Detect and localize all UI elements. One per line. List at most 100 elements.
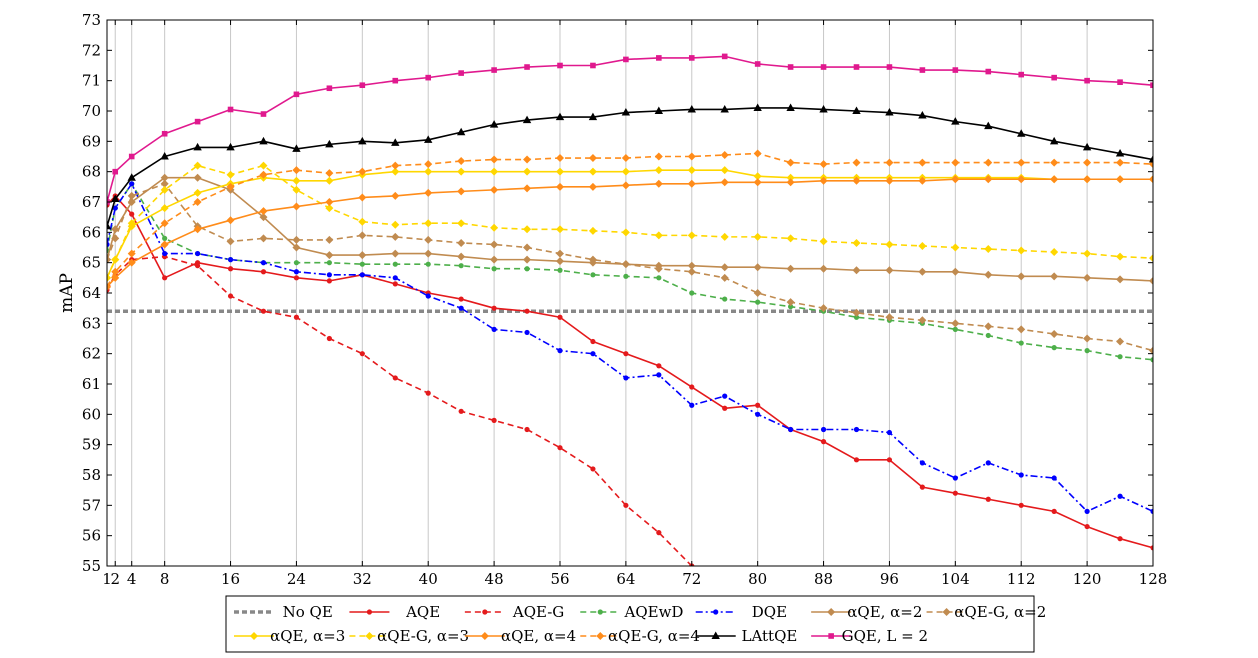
data-point	[786, 264, 795, 273]
data-point	[366, 609, 373, 615]
data-point	[984, 322, 993, 331]
data-point	[1115, 148, 1125, 157]
data-point	[786, 103, 795, 111]
data-point	[1017, 272, 1026, 281]
x-tick-label: 120	[1073, 570, 1102, 588]
data-point	[623, 375, 629, 381]
data-point	[623, 273, 629, 279]
data-point	[392, 261, 398, 267]
series-path	[107, 178, 1153, 288]
data-point	[596, 632, 605, 640]
series-path	[107, 164, 1153, 279]
y-tick-label: 55	[82, 557, 101, 575]
legend: No QE AQE AQE-G AQEwD DQE αQE, α=2 αQE-G, α=2 α…	[225, 595, 1046, 653]
data-point	[457, 238, 466, 247]
data-point	[524, 426, 530, 433]
data-point	[687, 104, 696, 113]
data-point	[1150, 357, 1153, 363]
data-point	[654, 264, 663, 273]
data-point	[112, 205, 118, 211]
data-point	[359, 261, 365, 267]
data-point	[942, 608, 951, 616]
data-point	[786, 298, 795, 307]
data-point	[424, 160, 433, 169]
y-tick-label: 69	[82, 132, 101, 150]
data-point	[226, 182, 235, 191]
data-point	[1049, 136, 1059, 145]
y-tick-label: 67	[82, 193, 101, 211]
data-point	[391, 138, 400, 146]
data-point	[919, 67, 926, 73]
data-point	[1116, 252, 1125, 261]
data-point	[722, 393, 728, 399]
data-point	[984, 245, 993, 254]
data-point	[687, 152, 696, 161]
x-tick-label: 64	[616, 570, 635, 588]
data-point	[952, 475, 958, 481]
data-point	[853, 426, 860, 433]
data-point	[107, 282, 111, 291]
data-point	[687, 261, 696, 270]
data-point	[852, 308, 861, 317]
series-line	[107, 53, 1153, 205]
data-point	[260, 269, 267, 275]
legend-item: AQE	[349, 603, 440, 621]
data-point	[555, 225, 564, 234]
series-line	[107, 254, 695, 566]
data-point	[656, 363, 662, 369]
data-point	[788, 426, 794, 433]
data-point	[590, 338, 596, 345]
data-point	[918, 111, 927, 119]
legend-item: αQE-G, α=4	[580, 627, 700, 645]
data-point	[523, 184, 532, 193]
data-point	[590, 272, 596, 278]
data-point	[852, 158, 861, 167]
data-point	[292, 185, 301, 194]
data-point	[820, 426, 827, 433]
x-tick-label: 24	[287, 570, 306, 588]
data-point	[951, 175, 960, 184]
data-point	[555, 182, 564, 191]
data-point	[292, 202, 301, 211]
data-point	[391, 220, 400, 229]
series-line	[107, 193, 1153, 551]
data-point	[259, 170, 268, 179]
data-point	[827, 608, 836, 616]
data-point	[819, 160, 828, 169]
data-point	[325, 176, 334, 185]
data-point	[687, 231, 696, 240]
x-tick-label: 8	[160, 570, 170, 588]
legend-label: αQE-G, α=2	[954, 603, 1046, 621]
data-point	[1017, 158, 1026, 167]
grid	[106, 20, 1154, 566]
data-point	[853, 314, 860, 320]
data-point	[885, 240, 894, 249]
data-point	[555, 249, 564, 258]
data-point	[482, 609, 488, 615]
data-point	[819, 264, 828, 273]
y-tick-label: 71	[82, 72, 101, 90]
data-point	[753, 149, 762, 158]
data-point	[480, 632, 489, 640]
data-point	[557, 62, 563, 69]
data-point	[1050, 248, 1059, 257]
data-point	[392, 275, 398, 281]
data-point	[984, 175, 993, 184]
data-point	[457, 157, 466, 166]
data-point	[325, 235, 334, 244]
series-path	[107, 169, 1153, 279]
data-point	[1149, 175, 1153, 184]
data-point	[753, 178, 762, 187]
data-point	[918, 267, 927, 276]
data-point	[1083, 158, 1092, 167]
data-point	[457, 187, 466, 196]
data-point	[786, 158, 795, 167]
x-tick-label: 56	[550, 570, 569, 588]
data-point	[654, 179, 663, 188]
data-point	[491, 417, 497, 423]
data-point	[1017, 246, 1026, 255]
data-point	[111, 267, 120, 276]
data-point	[720, 150, 729, 159]
legend-label: GQE, L = 2	[842, 627, 928, 645]
data-point	[111, 255, 120, 264]
